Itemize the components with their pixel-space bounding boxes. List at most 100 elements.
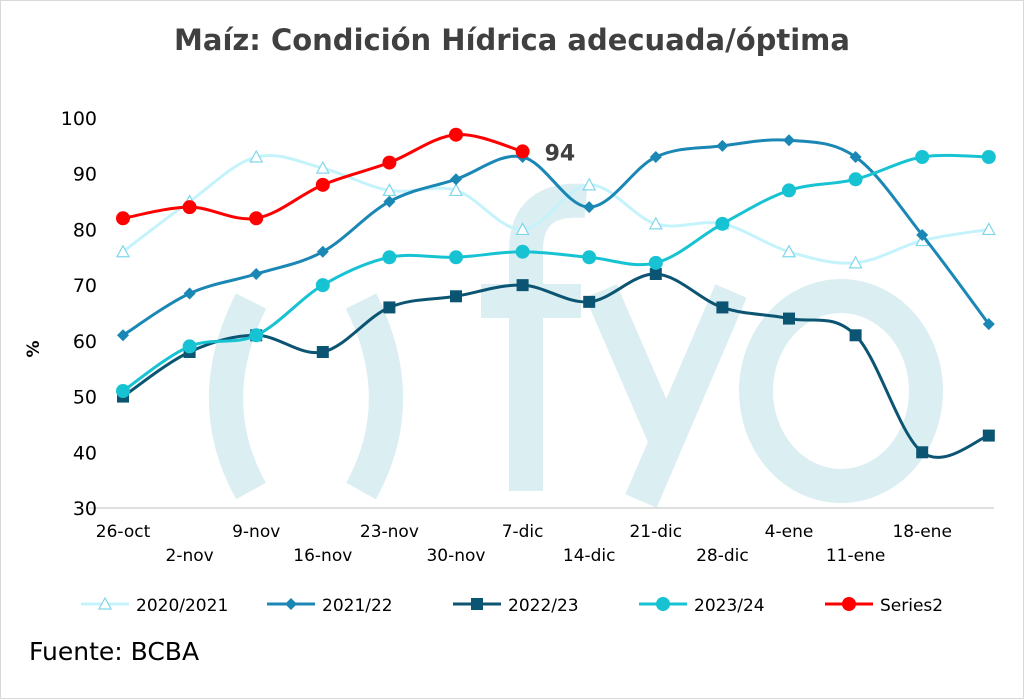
watermark-paren-left [209, 293, 267, 500]
y-tick-label: 60 [73, 331, 97, 353]
data-point [515, 222, 530, 236]
data-point [183, 287, 196, 300]
data-point [117, 329, 129, 342]
data-point [916, 229, 929, 241]
y-tick-label: 50 [73, 387, 97, 409]
y-tick-label: 80 [73, 219, 97, 241]
x-tick-label: 14-dic [563, 546, 616, 566]
y-tick-label: 40 [73, 442, 97, 464]
source-note: Fuente: BCBA [29, 637, 200, 666]
data-point [382, 183, 397, 197]
data-point [249, 211, 264, 226]
chart-title: Maíz: Condición Hídrica adecuada/óptima [174, 23, 850, 57]
series-Series2 [116, 127, 530, 226]
data-point [97, 596, 113, 610]
data-point [383, 195, 396, 208]
data-point [783, 134, 795, 147]
series-202324 [116, 150, 996, 398]
data-point [316, 245, 329, 258]
data-point [450, 290, 462, 303]
data-point [583, 201, 596, 214]
data-point [315, 278, 330, 293]
x-tick-label: 26-oct [96, 522, 151, 542]
data-point [515, 144, 530, 159]
data-point [982, 429, 995, 442]
data-point [649, 268, 662, 280]
data-point [782, 183, 796, 198]
data-point [383, 301, 396, 314]
x-tick-label: 21-dic [629, 522, 682, 542]
data-point [582, 177, 597, 191]
x-tick-label: 4-ene [765, 522, 814, 542]
series-20202021 [115, 149, 996, 269]
x-tick-label: 23-nov [360, 522, 419, 542]
series-202122 [117, 134, 995, 342]
data-point [285, 598, 297, 610]
legend-label: 2020/2021 [136, 596, 228, 616]
data-point [849, 151, 862, 163]
data-point [515, 244, 530, 259]
data-point [249, 149, 264, 163]
data-point [116, 384, 130, 398]
data-point [449, 127, 463, 142]
y-tick-label: 100 [61, 108, 97, 130]
watermark-o [739, 279, 943, 503]
y-tick-label: 90 [73, 164, 97, 186]
data-point [648, 255, 663, 270]
watermark-y [585, 284, 747, 508]
data-point [382, 250, 397, 265]
data-point [249, 328, 264, 343]
data-point [781, 244, 797, 258]
data-point [316, 346, 329, 358]
data-point [656, 597, 670, 611]
watermark-f-stem [509, 183, 588, 491]
x-tick-label: 2-nov [166, 546, 214, 566]
legend-label: 2021/22 [322, 596, 393, 616]
data-point [842, 597, 856, 611]
data-point [982, 318, 995, 331]
data-point [315, 160, 330, 174]
data-point [315, 177, 330, 192]
data-point [182, 200, 197, 215]
data-point [382, 155, 397, 170]
data-point [583, 295, 596, 308]
x-tick-label: 18-ene [892, 522, 951, 542]
x-tick-label: 7-dic [502, 522, 544, 542]
data-point [849, 329, 862, 342]
legend-label: 2023/24 [694, 596, 765, 616]
x-tick-label: 28-dic [696, 546, 749, 566]
x-tick-label: 9-nov [232, 522, 280, 542]
data-point [449, 250, 463, 265]
data-point [649, 151, 662, 163]
legend-label: Series2 [880, 596, 943, 616]
x-tick-label: 16-nov [293, 546, 352, 566]
data-point [182, 339, 197, 354]
x-tick-label: 11-ene [826, 546, 885, 566]
legend-label: 2022/23 [508, 596, 579, 616]
data-point [448, 183, 464, 197]
data-point [516, 279, 529, 292]
data-point [250, 268, 263, 280]
data-point [716, 139, 729, 152]
data-point [981, 150, 996, 164]
data-point [582, 250, 597, 265]
data-point [916, 446, 929, 459]
data-point [116, 211, 130, 226]
data-point [915, 150, 930, 164]
y-axis-label: % [24, 340, 44, 357]
data-label: 94 [545, 141, 576, 166]
data-point [450, 173, 462, 186]
data-point [981, 222, 996, 236]
data-point [471, 598, 483, 610]
watermark-paren-right [345, 293, 403, 500]
series-line [122, 153, 989, 393]
data-point [648, 216, 663, 230]
y-tick-label: 30 [73, 498, 97, 520]
data-point [848, 172, 863, 187]
data-point [848, 255, 863, 269]
y-tick-label: 70 [73, 275, 97, 297]
data-point [716, 301, 729, 314]
data-point [115, 244, 131, 258]
